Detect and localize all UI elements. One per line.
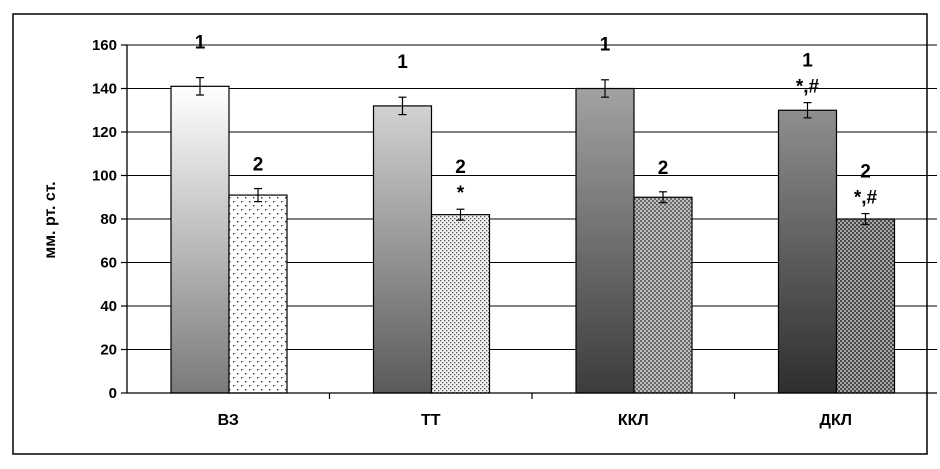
y-tick-label: 80 (100, 211, 117, 228)
bar-series2 (835, 218, 896, 394)
series-number-label: 1 (802, 51, 813, 72)
series-number-label: 2 (455, 157, 466, 178)
bar-series2 (430, 214, 491, 394)
bar-series1 (372, 105, 433, 394)
bar-series2 (228, 194, 288, 394)
y-tick-label: 60 (100, 255, 117, 272)
significance-mark: *,# (796, 77, 820, 98)
significance-mark: *,# (854, 188, 878, 209)
x-category-label: ТТ (421, 412, 441, 429)
bar-series1 (777, 109, 838, 394)
y-axis-label: мм. рт. ст. (42, 181, 59, 258)
x-category-label: ККЛ (618, 412, 649, 429)
x-category-label: ВЗ (218, 412, 239, 429)
y-tick-label: 0 (109, 385, 117, 402)
series-number-label: 1 (600, 35, 611, 56)
x-category-label: ДКЛ (820, 412, 852, 429)
bar-series1 (575, 87, 635, 394)
series-number-label: 2 (860, 162, 871, 183)
bar-series2 (633, 196, 693, 394)
series-number-label: 1 (397, 52, 408, 73)
y-tick-label: 100 (92, 168, 117, 185)
bar-series1 (170, 85, 230, 394)
y-tick-label: 160 (92, 37, 117, 54)
y-tick-label: 140 (92, 81, 117, 98)
significance-mark: * (457, 183, 465, 204)
series-number-label: 2 (253, 155, 264, 176)
y-tick-label: 120 (92, 124, 117, 141)
series-number-label: 1 (195, 32, 206, 53)
series-number-label: 2 (658, 158, 669, 179)
y-tick-label: 40 (100, 298, 117, 315)
y-tick-label: 20 (100, 342, 117, 359)
